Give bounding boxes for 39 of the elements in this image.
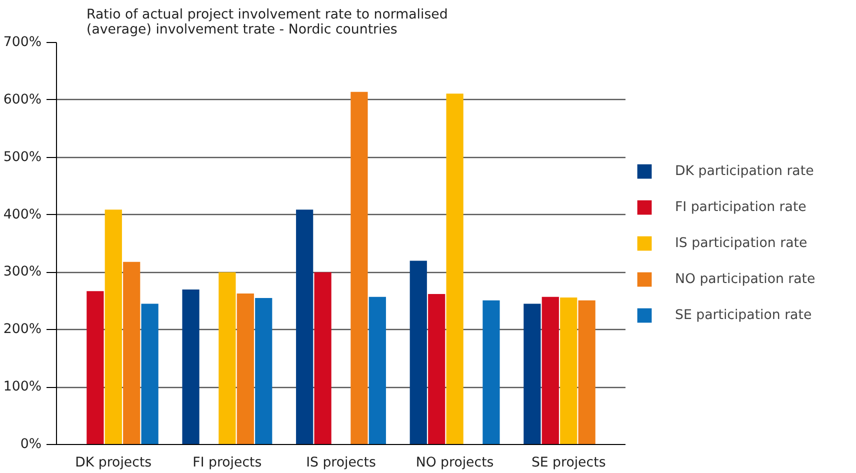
bar [86, 291, 104, 444]
bar [350, 92, 368, 444]
y-tick-label: 600% [3, 92, 42, 108]
chart-title: Ratio of actual project involvement rate to normalised (average) involvement trate - Nordic countries [86, 8, 448, 38]
legend-label: DK participation rate [675, 164, 814, 178]
bar [368, 296, 386, 444]
y-tick-label: 200% [3, 322, 42, 338]
x-tick-label: FI projects [192, 456, 262, 470]
bar [482, 300, 500, 444]
bar [542, 296, 559, 444]
bar [428, 294, 446, 444]
y-tick-label: 0% [20, 437, 42, 452]
y-tick-label: 500% [3, 150, 42, 165]
x-tick-label: IS projects [306, 456, 376, 470]
y-tick-label: 700% [3, 35, 42, 50]
bar [236, 293, 254, 444]
bar [296, 210, 314, 444]
bar [104, 210, 122, 444]
y-tick-label: 400% [3, 207, 42, 222]
legend-label: IS participation rate [675, 236, 808, 250]
bar [182, 289, 200, 444]
y-tick-label: 100% [3, 380, 42, 395]
x-tick-label: SE projects [531, 456, 606, 470]
bar [218, 272, 236, 444]
bar [560, 297, 578, 444]
bar [255, 298, 272, 444]
bar [123, 262, 140, 444]
bar [578, 300, 596, 444]
bar [446, 94, 464, 444]
legend-label: SE participation rate [675, 308, 812, 322]
legend-label: NO participation rate [675, 272, 816, 286]
bar [524, 304, 541, 444]
bar [314, 272, 332, 444]
x-tick-label: DK projects [75, 456, 152, 470]
bar [141, 304, 158, 444]
legend-label: FI participation rate [675, 200, 806, 214]
bar [410, 260, 427, 444]
x-tick-label: NO projects [416, 456, 494, 470]
y-tick-label: 300% [3, 264, 42, 280]
